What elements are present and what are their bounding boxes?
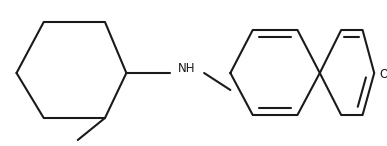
Text: O: O xyxy=(379,68,387,81)
Text: NH: NH xyxy=(178,61,195,74)
